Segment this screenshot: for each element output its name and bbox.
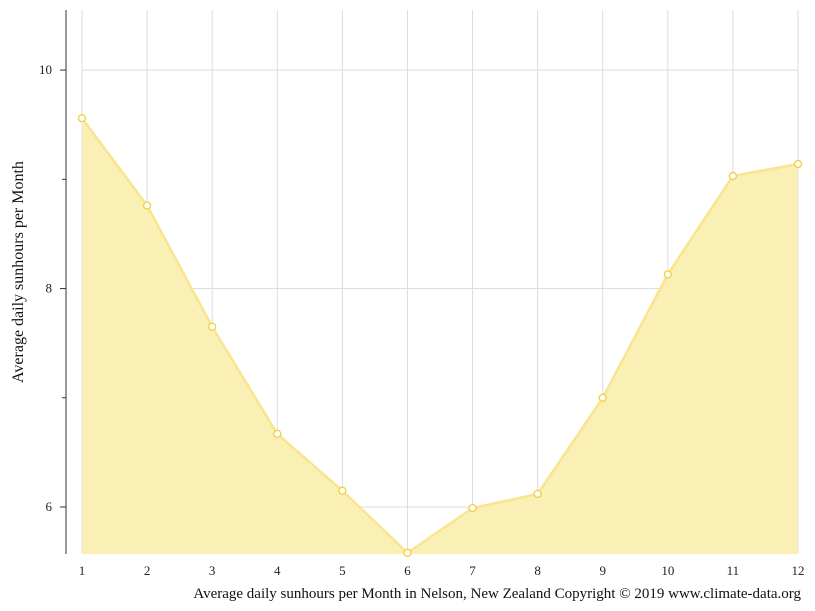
x-tick-label-12: 12 — [792, 563, 805, 578]
data-point-12 — [793, 159, 803, 169]
x-tick-label-6: 6 — [404, 563, 411, 578]
data-point-5 — [338, 486, 347, 495]
marker-layer — [77, 113, 803, 558]
x-tick-label-8: 8 — [534, 563, 541, 578]
axis-layer — [60, 10, 67, 554]
y-tick-label-2: 8 — [46, 281, 53, 296]
series-line — [80, 117, 799, 555]
chart-caption: Average daily sunhours per Month in Nels… — [193, 586, 801, 602]
x-tick-label-2: 2 — [144, 563, 151, 578]
x-tick-label-3: 3 — [209, 563, 216, 578]
x-tick-label-5: 5 — [339, 563, 346, 578]
x-tick-label-10: 10 — [661, 563, 674, 578]
area-layer — [80, 117, 799, 555]
x-tick-label-11: 11 — [727, 563, 740, 578]
x-tick-label-4: 4 — [274, 563, 281, 578]
data-point-2 — [142, 201, 152, 210]
series-area — [82, 118, 798, 554]
y-axis-title: Average daily sunhours per Month — [10, 161, 27, 383]
data-point-7 — [468, 503, 477, 513]
data-point-3 — [208, 322, 217, 331]
data-point-6 — [403, 548, 412, 558]
x-tick-label-1: 1 — [79, 563, 86, 578]
x-tick-label-7: 7 — [469, 563, 476, 578]
data-point-9 — [598, 393, 607, 402]
data-point-10 — [663, 270, 672, 279]
data-point-1 — [77, 113, 87, 123]
data-point-11 — [728, 171, 738, 181]
x-tick-label-9: 9 — [599, 563, 606, 578]
y-tick-label-1: 10 — [39, 62, 52, 77]
data-point-4 — [273, 429, 282, 438]
data-point-8 — [533, 489, 542, 499]
y-tick-label-3: 6 — [46, 499, 53, 514]
